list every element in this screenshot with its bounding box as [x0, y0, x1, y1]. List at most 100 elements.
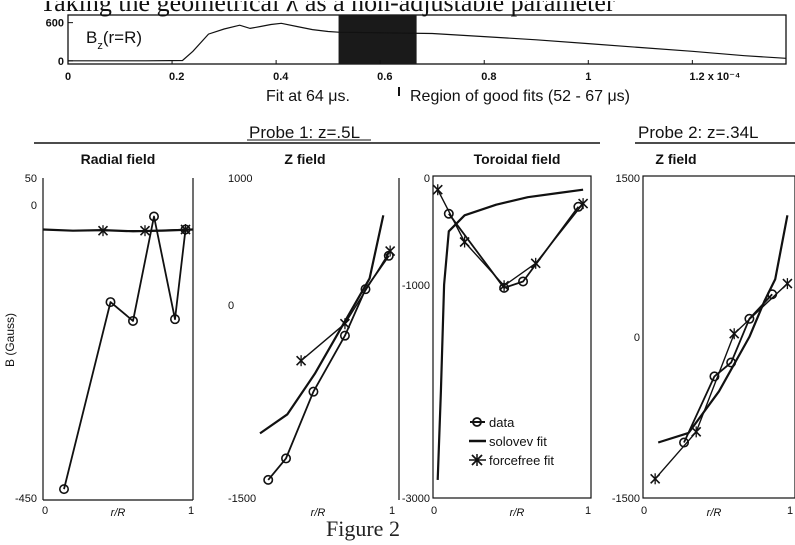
legend-data-label: data — [489, 415, 515, 430]
header-text: Taking the geometrical λ as a non-adjust… — [40, 0, 615, 17]
data-point — [443, 208, 454, 219]
data-line — [683, 293, 773, 443]
subplot-xlabel: r/R — [707, 507, 722, 519]
subplot-ytick-label: -450 — [15, 493, 37, 505]
forcefree-point — [530, 257, 541, 269]
timeline-frame — [67, 14, 787, 65]
forcefree-point — [650, 473, 661, 485]
forcefree-fit-line — [300, 250, 391, 362]
data-point — [518, 276, 529, 287]
subplot-ytick-label: -3000 — [402, 493, 430, 505]
subplot-ylabel: B (Gauss) — [3, 313, 17, 367]
subplot-ytick-label: -1000 — [402, 280, 430, 292]
data-line — [448, 206, 580, 289]
timeline-ytick-label: 0 — [58, 56, 64, 68]
forcefree-point — [432, 184, 443, 196]
subplot-ytick-label: -1500 — [612, 493, 640, 505]
timeline-xtick-label: 1 — [585, 71, 591, 83]
subplot-xtick-label: 1 — [188, 505, 194, 517]
subplot-ytick-label: 1000 — [228, 173, 252, 185]
figure-caption: Figure 2 — [326, 516, 400, 541]
good-fit-region — [338, 15, 417, 64]
data-point — [726, 357, 737, 368]
data-point — [308, 386, 319, 397]
subplots: Radial field 50 0 -450 0 1 r/R B (Gauss) Z field… — [3, 151, 795, 519]
data-point — [709, 371, 720, 382]
forcefree-point — [97, 225, 109, 237]
timeline-panel: 600 00 0.2 0.4 0.6 0.8 1 1.2 x 10⁻⁴ Bz(r=R) Fit… — [46, 14, 787, 105]
timeline-xtick-label: 0.2 — [169, 71, 184, 83]
timeline-xtick-label: 0.6 — [377, 71, 392, 83]
subplot-ytick-label: 0 — [634, 332, 640, 344]
data-line — [267, 255, 390, 481]
data-point — [58, 484, 69, 495]
subplot-xtick-label: 0 — [431, 505, 437, 517]
subplot-xtick-label: 0 — [641, 505, 647, 517]
region-caption: Region of good fits (52 - 67 μs) — [410, 88, 630, 105]
forcefree-point — [296, 355, 307, 367]
header-top-mask — [0, 0, 795, 1]
data-point — [170, 314, 181, 325]
subplot-title: Radial field — [81, 151, 156, 167]
timeline-axes: 600 00 0.2 0.4 0.6 0.8 1 1.2 x 10⁻⁴ — [46, 18, 741, 83]
solovev-fit-line — [259, 215, 385, 435]
forcefree-point — [578, 198, 589, 210]
data-point — [149, 211, 160, 222]
data-point — [679, 437, 690, 448]
data-point — [105, 297, 116, 308]
subplot-ytick-label: 0 — [424, 173, 430, 185]
forcefree-point — [339, 318, 351, 330]
subplot-xtick-label: 1 — [585, 505, 591, 517]
timeline-xtick-label: 0 — [65, 71, 71, 83]
subplot-xlabel: r/R — [111, 507, 126, 519]
data-line — [63, 215, 187, 490]
legend-forcefree-marker — [469, 454, 486, 466]
subplot-xtick-label: 1 — [389, 505, 395, 517]
subplot-ytick-label: 1500 — [616, 173, 640, 185]
probe2-title: Probe 2: z=.34L — [638, 123, 759, 142]
probe1-title: Probe 1: z=.5L — [249, 123, 360, 142]
subplot-title: Z field — [655, 151, 696, 167]
forcefree-point — [139, 225, 151, 237]
subplot-xlabel: r/R — [311, 507, 326, 519]
timeline-xtick-label: 0.8 — [481, 71, 496, 83]
data-point — [128, 315, 139, 326]
fit-caption: Fit at 64 μs. — [266, 88, 350, 105]
subplot-ytick-label: -1500 — [228, 493, 256, 505]
legend: data solovev fit forcefree fit — [469, 415, 554, 468]
timeline-ytick-label: 600 — [46, 18, 64, 30]
subplot-2: Z field 1000 0 -1500 1 r/R — [228, 151, 400, 519]
forcefree-point — [499, 280, 510, 292]
forcefree-fit-line — [654, 283, 788, 480]
subplot-xtick-label: 0 — [42, 505, 48, 517]
data-point — [281, 453, 292, 464]
data-point — [767, 289, 778, 300]
subplot-xtick-label: 1 — [787, 505, 793, 517]
subplot-ytick-label: 50 — [25, 173, 37, 185]
legend-forcefree-label: forcefree fit — [489, 453, 554, 468]
legend-solovev-label: solovev fit — [489, 434, 547, 449]
forcefree-point — [691, 426, 702, 438]
subplot-xlabel: r/R — [510, 507, 525, 519]
forcefree-fit-line — [437, 189, 584, 287]
timeline-plot — [68, 15, 787, 64]
subplot-ytick-label: 0 — [228, 300, 234, 312]
timeline-label: Bz(r=R) — [86, 28, 142, 52]
forcefree-point — [459, 236, 470, 248]
subplot-title: Z field — [284, 151, 325, 167]
forcefree-point — [385, 245, 396, 257]
data-point — [744, 313, 755, 324]
timeline-xtick-label: 1.2 x 10⁻⁴ — [689, 71, 740, 83]
subplot-ytick-label: 0 — [31, 200, 37, 212]
data-point — [263, 474, 274, 485]
subplot-title: Toroidal field — [474, 151, 561, 167]
bz-trace — [68, 22, 787, 62]
data-point — [360, 284, 371, 295]
subplot-1: Radial field 50 0 -450 0 1 r/R B (Gauss) — [3, 151, 194, 519]
solovev-fit-line — [657, 215, 789, 444]
solovev-fit-line — [436, 188, 584, 480]
timeline-xtick-label: 0.4 — [273, 71, 289, 83]
